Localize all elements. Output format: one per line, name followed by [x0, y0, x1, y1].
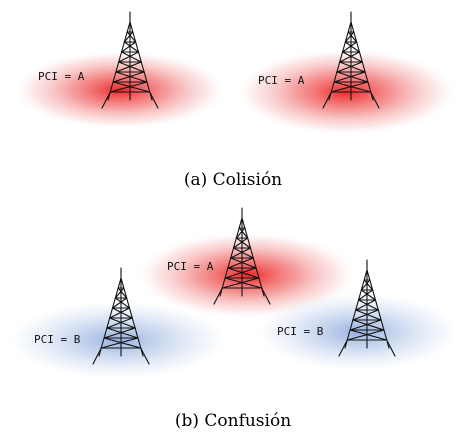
pci-label-bottom-left: PCI = B	[34, 333, 81, 346]
pci-label-bottom-right: PCI = B	[277, 325, 324, 338]
pci-label-top: PCI = A	[167, 260, 214, 273]
caption-b: (b) Confusión	[175, 411, 291, 431]
pci-label-right: PCI = A	[258, 74, 305, 87]
cell-coverage-left	[12, 50, 228, 130]
cell-coverage-bottom-left	[6, 300, 230, 380]
panel-a: PCI = A PCI = A (a) Colisión	[12, 11, 458, 190]
caption-a: (a) Colisión	[184, 170, 282, 190]
pci-label-left: PCI = A	[38, 70, 85, 83]
cell-coverage-top	[135, 231, 359, 319]
panel-b: PCI = A PCI = B PCI = B (b) Confusión	[6, 207, 462, 431]
